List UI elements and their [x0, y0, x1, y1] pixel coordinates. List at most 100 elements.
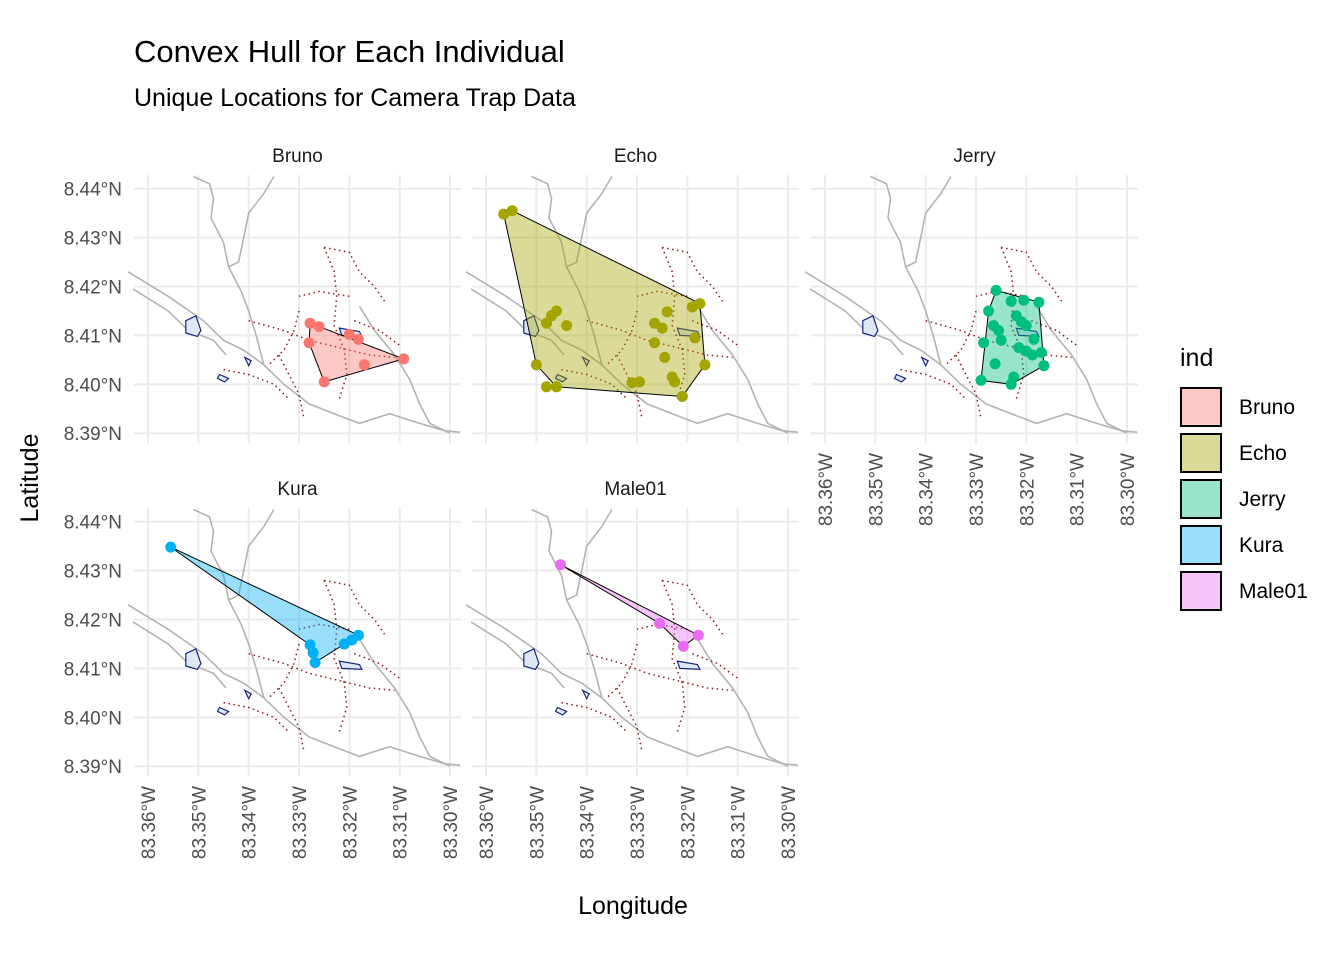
water-body [523, 647, 540, 671]
water-body [554, 706, 568, 716]
location-point-echo [659, 351, 671, 363]
location-point-bruno [318, 376, 330, 388]
legend-key-male01 [1180, 571, 1222, 611]
road-line [566, 176, 613, 268]
trail-line [616, 354, 643, 419]
chart-subtitle: Unique Locations for Camera Trap Data [134, 84, 576, 112]
trail-line [606, 310, 638, 366]
location-point-jerry [993, 325, 1005, 336]
location-point-echo [676, 391, 688, 402]
trail-line [248, 319, 395, 359]
trail-line [925, 319, 1072, 359]
trail-line [268, 643, 300, 699]
x-tick-label: 83.35°W [189, 786, 210, 859]
x-tick-label: 83.32°W [678, 786, 699, 859]
y-tick-label: 8.41°N [64, 659, 122, 680]
road-line [531, 508, 603, 699]
legend-label-echo: Echo [1239, 442, 1287, 465]
location-point-kura [338, 638, 350, 650]
location-point-jerry [990, 284, 1002, 296]
y-tick-label: 8.42°N [64, 278, 122, 299]
road-line [905, 176, 952, 268]
location-point-jerry [975, 374, 987, 386]
location-point-bruno [343, 328, 355, 340]
location-point-male01 [654, 617, 666, 629]
legend-label-bruno: Bruno [1239, 396, 1296, 419]
convex-hull-male01 [560, 564, 700, 648]
location-point-kura [309, 657, 321, 668]
location-point-bruno [304, 317, 316, 329]
trail-line [606, 643, 638, 699]
water-body [185, 647, 202, 671]
legend-key-kura [1180, 525, 1222, 565]
x-tick-label: 83.35°W [866, 453, 887, 526]
location-point-echo [649, 317, 661, 329]
location-point-echo [541, 381, 552, 393]
trail-line [298, 623, 350, 631]
convex-hull-echo [503, 210, 706, 398]
trail-line [278, 687, 305, 752]
location-point-echo [551, 381, 562, 393]
road-line [804, 271, 1138, 433]
water-body [581, 356, 591, 368]
legend-key-jerry [1180, 479, 1222, 519]
road-line [566, 509, 613, 601]
water-body [338, 660, 363, 671]
x-tick-label: 83.31°W [729, 786, 750, 859]
y-tick-label: 8.41°N [64, 326, 122, 347]
location-point-echo [699, 359, 711, 371]
x-tick-label: 83.36°W [477, 786, 498, 859]
legend-label-kura: Kura [1239, 534, 1284, 557]
location-point-male01 [692, 629, 704, 641]
trail-line [248, 652, 395, 692]
location-point-echo [530, 359, 542, 371]
road-line [228, 509, 275, 601]
trail-line [1000, 247, 1025, 400]
water-body [862, 314, 879, 338]
location-point-bruno [358, 359, 370, 371]
road-line [358, 638, 451, 767]
x-tick-label: 83.33°W [967, 453, 988, 526]
location-point-echo [649, 337, 661, 349]
location-point-echo [661, 306, 673, 318]
water-body [676, 660, 701, 671]
road-line [696, 638, 789, 767]
road-line [1035, 305, 1128, 434]
road-line [696, 305, 789, 434]
trail-line [661, 247, 686, 400]
water-body [216, 706, 230, 716]
y-tick-label: 8.44°N [64, 180, 122, 201]
x-tick-label: 83.32°W [340, 786, 361, 859]
water-body [523, 314, 540, 338]
trail-line [661, 580, 686, 733]
road-line [358, 305, 451, 434]
location-point-echo [498, 208, 510, 220]
facet-strip-label-echo: Echo [614, 146, 657, 167]
road-line [132, 288, 227, 356]
x-tick-label: 83.34°W [917, 453, 938, 526]
trail-line [586, 319, 733, 359]
x-tick-label: 83.34°W [240, 786, 261, 859]
water-body [243, 689, 253, 701]
facet-strip-label-bruno: Bruno [272, 146, 323, 167]
x-tick-label: 83.30°W [1118, 453, 1139, 526]
trail-line [955, 354, 982, 419]
road-line [531, 175, 603, 366]
location-point-jerry [1008, 371, 1020, 383]
y-tick-label: 8.43°N [64, 229, 122, 250]
legend-key-echo [1180, 433, 1222, 473]
road-line [132, 621, 227, 689]
legend-title: ind [1180, 344, 1214, 372]
y-tick-label: 8.42°N [64, 611, 122, 632]
x-tick-label: 83.30°W [779, 786, 800, 859]
location-point-bruno [313, 321, 325, 333]
y-axis-title: Latitude [16, 434, 44, 523]
facet-strip-label-kura: Kura [277, 479, 318, 500]
water-body [243, 356, 253, 368]
y-tick-label: 8.43°N [64, 562, 122, 583]
trail-line [636, 290, 688, 298]
legend-key-bruno [1180, 387, 1222, 427]
facet-strip-label-male01: Male01 [604, 479, 666, 500]
